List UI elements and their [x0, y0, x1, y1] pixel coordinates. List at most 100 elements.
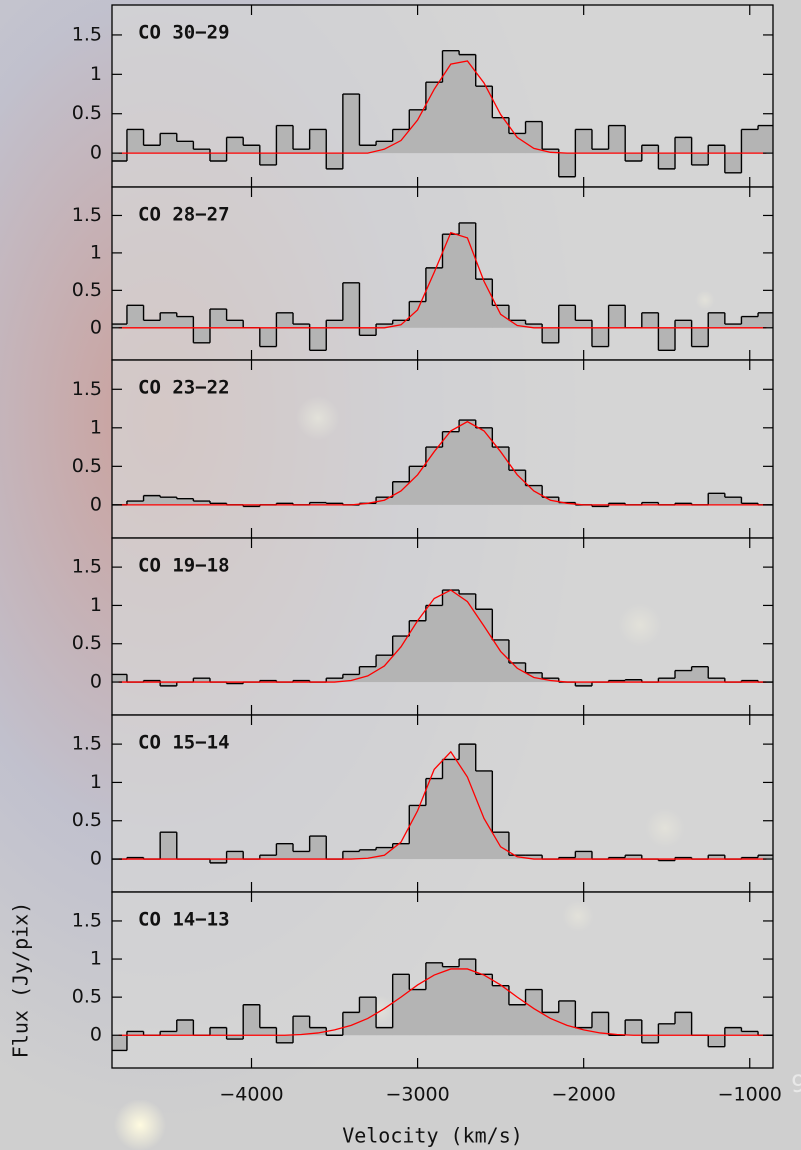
fill-bin [126, 857, 144, 860]
fill-bin [359, 145, 377, 154]
fill-bin [309, 502, 327, 505]
fill-bin [112, 324, 128, 328]
fill-bin [475, 427, 493, 505]
fill-bin [176, 141, 194, 154]
y-tick-label: 1 [90, 416, 102, 438]
fill-bin [442, 431, 460, 505]
fill-bin [658, 1023, 676, 1036]
fill-bin [276, 312, 294, 328]
fill-bin [442, 966, 460, 1036]
fill-bin [741, 129, 759, 154]
fill-bin [459, 420, 477, 505]
fill-bin [691, 666, 709, 683]
fill-bin [359, 849, 377, 860]
fill-bin [608, 125, 626, 154]
fill-bin [758, 855, 773, 860]
fill-bin [575, 320, 593, 328]
fill-bin [708, 678, 726, 683]
fill-bin [459, 744, 477, 860]
fill-bin [425, 605, 443, 683]
fill-bin [492, 447, 510, 505]
fill-bin [758, 312, 773, 328]
fill-bin [143, 495, 161, 505]
fill-bin [625, 855, 643, 860]
fill-bin [475, 609, 493, 683]
fill-bin [126, 1031, 144, 1036]
y-tick-label: 1 [90, 594, 102, 616]
fill-bin [293, 149, 310, 154]
y-tick-label: 0 [90, 142, 102, 164]
fill-bin [459, 54, 477, 154]
fill-bin [591, 327, 609, 347]
fill-bin [492, 117, 510, 154]
fill-bin [376, 847, 393, 860]
fill-bin [724, 153, 742, 173]
fill-bin [209, 859, 227, 863]
fill-bin [691, 153, 709, 165]
fill-bin [259, 855, 277, 860]
panel-title: CO 15−14 [138, 732, 230, 754]
panel-title: CO 19−18 [138, 555, 230, 577]
fill-bin [508, 320, 526, 328]
fill-bin [392, 636, 410, 683]
fill-bin [193, 501, 211, 505]
y-tick-label: 1.5 [72, 378, 102, 400]
fill-bin [575, 851, 593, 860]
y-tick-label: 0.5 [72, 809, 102, 831]
fill-bin [675, 857, 692, 860]
fill-bin [641, 145, 659, 154]
fill-bin [193, 678, 211, 683]
fill-bin [558, 1000, 576, 1036]
x-tick-label: −4000 [219, 1084, 283, 1106]
fill-bin [525, 855, 543, 860]
fit-curve [118, 60, 767, 154]
fill-bin [691, 327, 709, 347]
plot-frame [111, 891, 774, 1069]
fill-bin [243, 504, 261, 507]
fill-bin [575, 682, 593, 686]
fill-bin [112, 153, 128, 161]
y-tick-label: 1.5 [72, 909, 102, 931]
fill-bin [193, 149, 211, 154]
fill-bin [591, 1012, 609, 1036]
fill-bin [376, 141, 393, 154]
fill-bin [724, 497, 742, 505]
fill-bin [542, 149, 560, 154]
fill-bin [259, 680, 277, 683]
y-tick-label: 0.5 [72, 455, 102, 477]
fill-bin [708, 1035, 726, 1047]
fill-bin [741, 680, 759, 683]
fill-bin [425, 962, 443, 1036]
fill-bin [259, 327, 277, 347]
fill-bin [243, 145, 261, 154]
fill-bin [276, 125, 294, 154]
fill-bin [525, 485, 543, 505]
fill-bin [226, 682, 244, 684]
fill-bin [508, 662, 526, 683]
fill-bin [525, 324, 543, 328]
y-tick-label: 1 [90, 241, 102, 263]
fill-bin [293, 1016, 310, 1036]
fill-bin [708, 312, 726, 328]
fill-bin [293, 324, 310, 328]
x-tick-label: −1000 [718, 1084, 782, 1106]
y-tick-label: 1.5 [72, 733, 102, 755]
fill-bin [425, 778, 443, 860]
fill-bin [326, 320, 344, 328]
fit-curve [118, 968, 767, 1036]
fill-bin [409, 805, 427, 860]
y-tick-label: 0.5 [72, 986, 102, 1008]
plot-content [112, 222, 773, 351]
fill-bin [160, 133, 178, 154]
fill-bin [326, 153, 344, 169]
fill-bin [708, 145, 726, 154]
plot-content [112, 49, 773, 178]
fill-bin [309, 327, 327, 351]
fill-bin [193, 327, 211, 343]
fill-bin [160, 1031, 178, 1036]
fill-bin [409, 989, 427, 1036]
fill-bin [641, 502, 659, 505]
fill-bin [442, 759, 460, 860]
fill-bin [741, 1031, 759, 1036]
fill-bin [608, 503, 626, 505]
